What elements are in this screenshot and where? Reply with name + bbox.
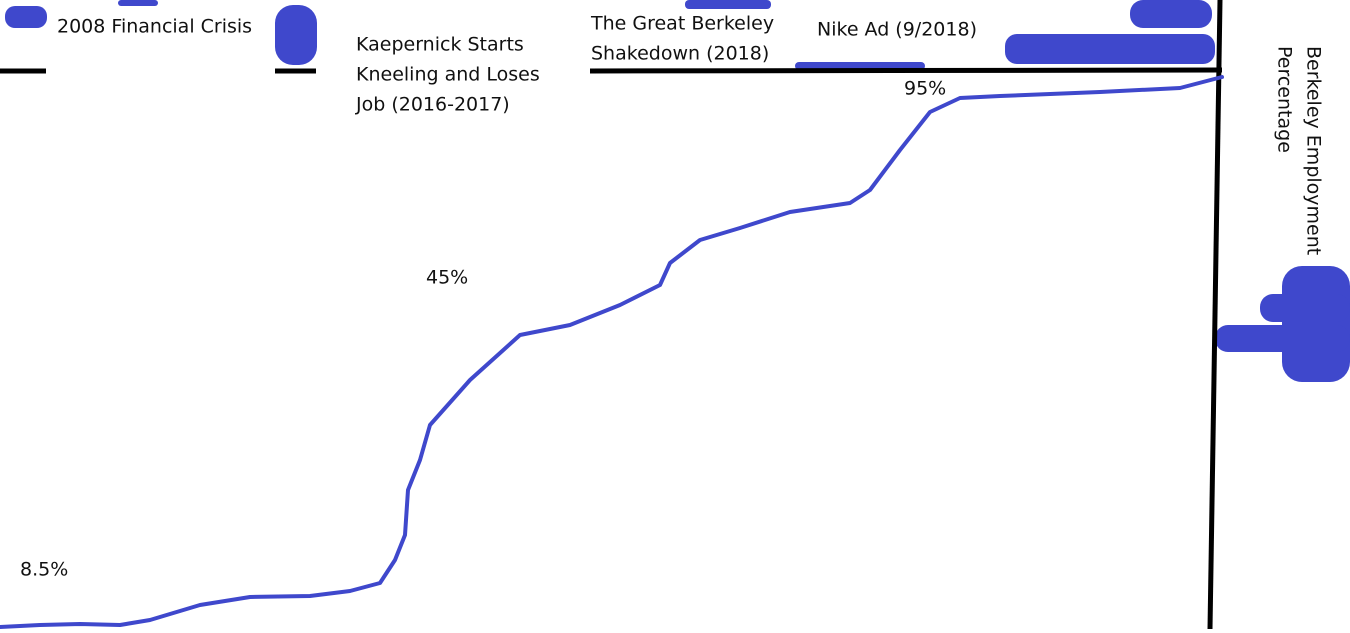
curve (0, 75, 1224, 629)
event-label: Shakedown (2018) (591, 43, 769, 65)
annotation: 8.5% (20, 559, 68, 581)
axis-label: Berkeley Employment Percentage (1274, 46, 1325, 255)
event-label: Nike Ad (9/2018) (817, 19, 977, 41)
annotation: 45% (426, 267, 468, 289)
event-label: Kneeling and Loses (356, 64, 540, 86)
event-label: Kaepernick Starts (356, 34, 524, 56)
scribble (1282, 266, 1350, 382)
scribble (118, 0, 158, 6)
axis-label-line: Berkeley Employment (1303, 46, 1325, 255)
axis-line (1207, 0, 1223, 630)
axis-label-line: Percentage (1274, 46, 1296, 153)
event-label: The Great Berkeley (590, 13, 774, 35)
scribble (275, 5, 317, 65)
axis-line (589, 67, 1223, 74)
scribble (1215, 325, 1350, 352)
scribble (795, 62, 925, 70)
scribble (685, 0, 771, 9)
scribble (1130, 0, 1212, 28)
event-label: 2008 Financial Crisis (57, 16, 252, 38)
event-label: Job (2016-2017) (355, 94, 510, 116)
scribble (1260, 294, 1350, 322)
scribble (5, 6, 47, 28)
annotation: 95% (904, 78, 946, 100)
scribble (1005, 34, 1215, 64)
